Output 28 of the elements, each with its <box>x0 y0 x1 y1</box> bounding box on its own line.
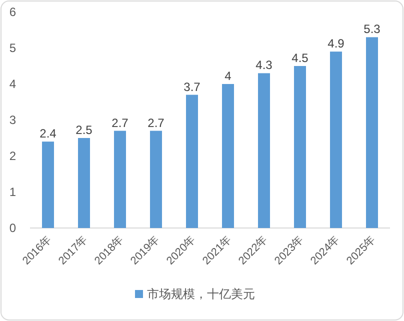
y-tick-label: 4 <box>9 77 16 91</box>
data-label: 4.5 <box>292 51 309 65</box>
y-tick-label: 1 <box>9 185 16 199</box>
data-label: 2.7 <box>112 116 129 130</box>
legend: 市场规模，十亿美元 <box>135 287 255 301</box>
data-label: 4.3 <box>256 58 273 72</box>
data-label: 3.7 <box>184 80 201 94</box>
data-label: 4 <box>224 69 232 83</box>
data-label: 5.3 <box>364 22 381 36</box>
data-label: 2.7 <box>148 116 165 130</box>
y-tick-label: 6 <box>9 5 16 19</box>
y-tick-label: 0 <box>9 221 16 235</box>
data-label: 4.9 <box>328 36 345 51</box>
data-label: 2.4 <box>40 126 57 141</box>
bar <box>222 84 234 228</box>
bar <box>330 52 342 228</box>
bar <box>42 142 54 228</box>
bar <box>258 73 270 228</box>
bar <box>366 37 378 228</box>
y-tick-label: 5 <box>9 41 16 55</box>
bar <box>150 130 162 228</box>
bar <box>294 66 306 228</box>
bar <box>186 94 198 228</box>
bar <box>78 138 90 228</box>
y-tick-label: 3 <box>9 113 16 127</box>
y-tick-label: 2 <box>9 149 16 163</box>
bar <box>114 130 126 228</box>
data-label: 2.5 <box>76 123 93 137</box>
